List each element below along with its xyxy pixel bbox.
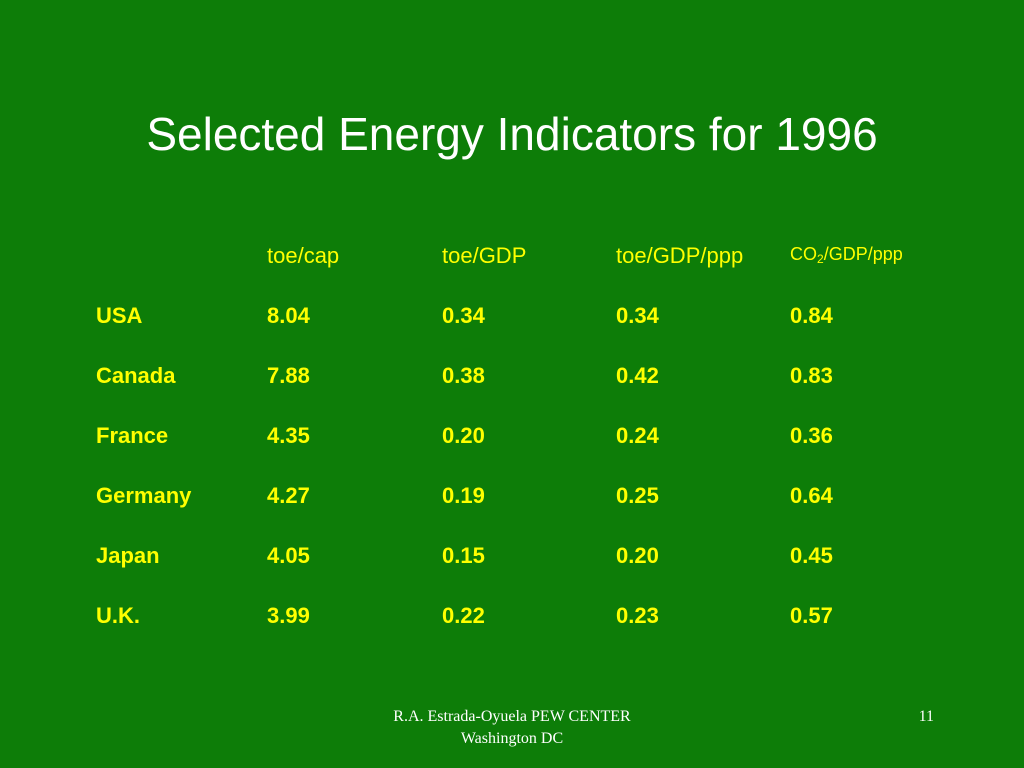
country-name: U.K. [96, 603, 140, 628]
co2-header-prefix: CO [790, 244, 817, 264]
toe-gdp-ppp-value: 0.42 [616, 363, 659, 388]
co2-header-suffix: /GDP/ppp [823, 244, 903, 264]
toe-cap-value: 4.35 [267, 423, 310, 448]
footer-attribution: R.A. Estrada-Oyuela PEW CENTER Washingto… [262, 706, 762, 750]
table-header-row: toe/cap toe/GDP toe/GDP/ppp CO2/GDP/ppp [96, 236, 956, 296]
slide-title: Selected Energy Indicators for 1996 [146, 108, 878, 160]
country-name: France [96, 423, 169, 448]
country-name: Canada [96, 363, 176, 388]
table-row: France 4.35 0.20 0.24 0.36 [96, 416, 956, 476]
toe-cap-value: 3.99 [267, 603, 310, 628]
table-row: Germany 4.27 0.19 0.25 0.64 [96, 476, 956, 536]
country-name: USA [96, 303, 143, 328]
toe-cap-value: 8.04 [267, 303, 310, 328]
co2-gdp-ppp-value: 0.36 [790, 423, 833, 448]
table-row: Canada 7.88 0.38 0.42 0.83 [96, 356, 956, 416]
toe-gdp-ppp-value: 0.20 [616, 543, 659, 568]
toe-gdp-value: 0.22 [442, 603, 485, 628]
toe-gdp-ppp-value: 0.34 [616, 303, 659, 328]
table-row: Japan 4.05 0.15 0.20 0.45 [96, 536, 956, 596]
co2-gdp-ppp-value: 0.84 [790, 303, 833, 328]
co2-gdp-ppp-value: 0.45 [790, 543, 833, 568]
footer-line-2: Washington DC [460, 730, 564, 747]
co2-header-subscript: 2 [817, 252, 824, 266]
header-co2-gdp-ppp: CO2/GDP/ppp [790, 236, 903, 272]
toe-gdp-value: 0.15 [442, 543, 485, 568]
toe-gdp-value: 0.38 [442, 363, 485, 388]
header-toe-gdp-ppp: toe/GDP/ppp [616, 243, 744, 268]
slide-number: 11 [918, 708, 934, 725]
co2-gdp-ppp-value: 0.64 [790, 483, 833, 508]
toe-cap-value: 7.88 [267, 363, 310, 388]
country-name: Japan [96, 543, 160, 568]
table-row: USA 8.04 0.34 0.34 0.84 [96, 296, 956, 356]
toe-gdp-value: 0.19 [442, 483, 485, 508]
toe-gdp-value: 0.34 [442, 303, 485, 328]
energy-indicators-table: toe/cap toe/GDP toe/GDP/ppp CO2/GDP/ppp … [96, 236, 956, 656]
toe-gdp-value: 0.20 [442, 423, 485, 448]
toe-cap-value: 4.27 [267, 483, 310, 508]
footer-line-1: R.A. Estrada-Oyuela PEW CENTER [393, 708, 631, 725]
toe-gdp-ppp-value: 0.23 [616, 603, 659, 628]
toe-gdp-ppp-value: 0.24 [616, 423, 659, 448]
table-row: U.K. 3.99 0.22 0.23 0.57 [96, 596, 956, 656]
co2-gdp-ppp-value: 0.83 [790, 363, 833, 388]
co2-gdp-ppp-value: 0.57 [790, 603, 833, 628]
header-toe-gdp: toe/GDP [442, 243, 527, 268]
header-toe-cap: toe/cap [267, 243, 340, 268]
toe-cap-value: 4.05 [267, 543, 310, 568]
country-name: Germany [96, 483, 192, 508]
toe-gdp-ppp-value: 0.25 [616, 483, 659, 508]
